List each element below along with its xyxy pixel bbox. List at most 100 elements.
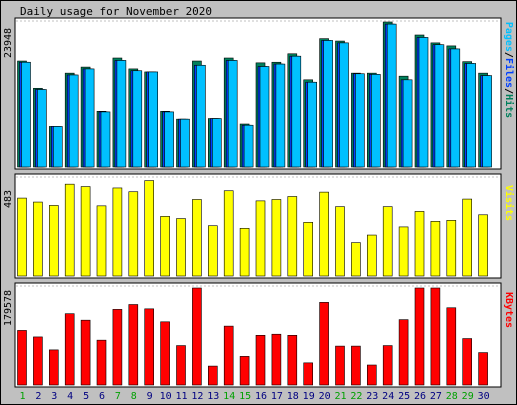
legend-pages-files-hits: Pages/Files/Hits	[503, 22, 515, 118]
pages-bar-day-11	[180, 118, 190, 168]
kbytes-bar-day-30	[478, 352, 488, 386]
kbytes-bar-day-12	[192, 287, 202, 386]
pages-bar-day-29	[466, 63, 477, 168]
visits-bar-day-14	[223, 190, 234, 277]
pages-bar-day-27	[434, 44, 445, 168]
kbytes-bar-day-24	[382, 345, 393, 386]
day-label-14: 14	[223, 391, 235, 402]
kbytes-bar-day-17	[271, 333, 282, 386]
pages-files-hits-max-label: 23948	[3, 28, 14, 58]
pages-bar-day-23	[370, 74, 381, 168]
kbytes-bar-day-15	[239, 356, 250, 386]
pages-bar-day-21	[339, 42, 349, 168]
day-label-11: 11	[175, 391, 187, 402]
visits-bar-day-25	[398, 226, 409, 277]
visits-bar-day-9	[144, 180, 154, 277]
legend-pages-files-hits-part-2: Files	[503, 58, 515, 88]
visits-bar-day-10	[160, 216, 170, 277]
kbytes-bar-day-28	[446, 307, 457, 386]
visits-bar-day-3	[48, 205, 59, 277]
pages-bar-day-25	[402, 79, 413, 168]
pages-bar-day-24	[386, 23, 397, 168]
visits-bar-day-1	[17, 197, 27, 277]
kbytes-bar-day-18	[287, 335, 298, 386]
day-label-15: 15	[239, 391, 251, 402]
pages-bar-day-20	[323, 40, 333, 168]
kbytes-bar-day-4	[64, 313, 75, 386]
kbytes-bar-day-9	[144, 308, 154, 386]
visits-bar-day-26	[414, 211, 425, 277]
day-label-22: 22	[350, 391, 362, 402]
kbytes-bar-day-25	[398, 319, 409, 386]
day-label-9: 9	[147, 391, 153, 402]
day-label-1: 1	[19, 391, 25, 402]
day-label-7: 7	[115, 391, 121, 402]
day-label-2: 2	[35, 391, 41, 402]
visits-bar-day-17	[271, 199, 282, 277]
visits-bar-day-7	[112, 187, 123, 277]
kbytes-bar-day-5	[80, 319, 91, 386]
pages-bar-day-7	[116, 60, 127, 168]
pages-bar-day-12	[196, 64, 206, 168]
pages-bar-day-18	[291, 55, 302, 168]
legend-pages-files-hits-part-3: /	[503, 88, 514, 94]
legend-visits: Visits	[503, 185, 515, 221]
pages-bar-day-19	[307, 81, 318, 168]
kbytes-bar-day-26	[414, 287, 425, 386]
day-label-13: 13	[207, 391, 219, 402]
visits-bar-day-18	[287, 196, 298, 277]
visits-bar-day-28	[446, 220, 457, 277]
pages-bar-day-2	[37, 89, 47, 168]
pages-bar-day-22	[355, 73, 365, 168]
kbytes-bar-day-23	[366, 364, 377, 386]
visits-bar-day-23	[366, 234, 377, 277]
visits-bar-day-12	[192, 199, 202, 277]
kbytes-bar-day-16	[255, 335, 266, 386]
visits-bar-day-13	[208, 225, 218, 277]
day-label-27: 27	[430, 391, 442, 402]
day-label-6: 6	[99, 391, 105, 402]
visits-bar-day-4	[64, 183, 75, 277]
visits-bar-day-16	[255, 200, 266, 277]
pages-bar-day-1	[21, 61, 31, 168]
pages-bar-day-30	[482, 75, 492, 168]
day-label-20: 20	[319, 391, 331, 402]
pages-bar-day-6	[100, 111, 111, 168]
day-label-18: 18	[287, 391, 299, 402]
day-label-3: 3	[51, 391, 57, 402]
pages-bar-day-10	[164, 111, 174, 168]
day-label-26: 26	[414, 391, 426, 402]
kbytes-bar-day-6	[96, 339, 107, 386]
legend-pages-files-hits-part-0: Pages	[503, 22, 514, 52]
visits-bar-day-29	[462, 198, 473, 277]
day-label-24: 24	[382, 391, 394, 402]
visits-bar-day-24	[382, 206, 393, 277]
kbytes-max-label: 179578	[3, 290, 14, 326]
kbytes-bar-day-8	[128, 304, 139, 386]
visits-bar-day-30	[478, 214, 488, 277]
visits-bar-day-27	[430, 221, 441, 277]
legend-pages-files-hits-part-4: Hits	[503, 94, 515, 118]
kbytes-bar-day-3	[48, 349, 59, 386]
kbytes-bar-day-20	[319, 302, 329, 386]
visits-bar-day-8	[128, 191, 139, 277]
visits-bar-day-2	[33, 201, 43, 277]
visits-bar-day-5	[80, 186, 91, 277]
kbytes-bar-day-27	[430, 287, 441, 386]
visits-bar-day-11	[176, 218, 186, 277]
kbytes-bar-day-19	[303, 362, 314, 386]
day-label-21: 21	[334, 391, 346, 402]
kbytes-bar-day-21	[335, 345, 345, 386]
pages-bar-day-26	[418, 37, 429, 168]
kbytes-bar-day-13	[208, 365, 218, 386]
day-label-5: 5	[83, 391, 89, 402]
day-label-25: 25	[398, 391, 410, 402]
day-label-16: 16	[255, 391, 267, 402]
pages-bar-day-8	[132, 70, 143, 168]
legend-kbytes: KBytes	[503, 292, 514, 328]
kbytes-bar-day-7	[112, 309, 123, 386]
day-label-12: 12	[191, 391, 203, 402]
day-label-23: 23	[366, 391, 378, 402]
day-label-10: 10	[160, 391, 172, 402]
